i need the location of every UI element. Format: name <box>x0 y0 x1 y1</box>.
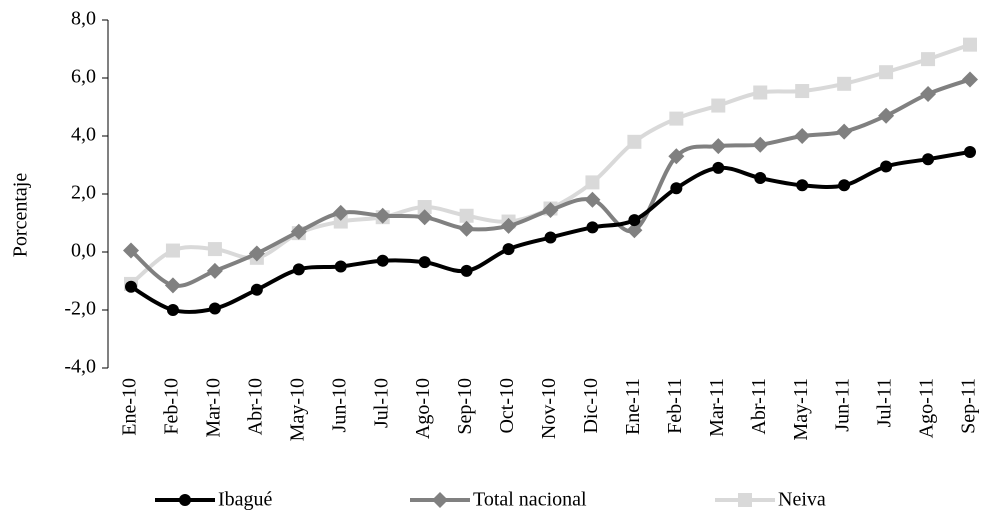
marker <box>922 153 935 166</box>
y-tick-label: 0,0 <box>71 240 96 262</box>
marker <box>794 128 811 144</box>
marker <box>334 260 347 273</box>
marker <box>796 179 809 192</box>
x-tick-label: Oct-10 <box>496 378 518 434</box>
x-tick-label: Ene-11 <box>622 378 644 435</box>
marker <box>125 280 137 293</box>
legend-marker <box>179 494 191 506</box>
y-tick-label: 4,0 <box>71 124 96 146</box>
marker <box>753 85 768 100</box>
marker <box>332 204 349 221</box>
x-tick-label: Jun-11 <box>832 378 854 432</box>
marker <box>418 256 431 269</box>
marker <box>374 207 391 224</box>
marker <box>459 208 474 223</box>
marker <box>250 283 263 296</box>
marker <box>879 65 894 80</box>
x-tick-label: Sep-11 <box>958 378 980 434</box>
marker <box>964 145 976 158</box>
legend-marker <box>432 492 448 508</box>
legend-label: Ibagué <box>218 489 273 511</box>
x-tick-label: Mar-10 <box>202 378 224 438</box>
marker <box>164 277 181 294</box>
marker <box>584 191 601 208</box>
marker <box>585 175 600 190</box>
x-tick-label: Nov-10 <box>538 378 560 439</box>
marker <box>668 148 685 165</box>
marker <box>669 111 684 126</box>
marker <box>206 262 223 279</box>
y-tick-label: 6,0 <box>71 66 96 88</box>
x-tick-label: Dic-10 <box>580 378 602 434</box>
marker <box>962 71 978 88</box>
marker <box>586 221 599 234</box>
marker <box>963 37 977 52</box>
marker <box>838 179 851 192</box>
marker <box>500 217 517 234</box>
marker <box>165 243 180 258</box>
x-tick-label: Ago-10 <box>412 378 434 439</box>
marker <box>542 201 559 218</box>
marker <box>837 76 852 91</box>
x-tick-label: Ago-11 <box>916 378 938 438</box>
legend-label: Total nacional <box>473 489 587 511</box>
x-tick-label: Abr-11 <box>748 378 770 435</box>
marker <box>878 107 895 124</box>
marker <box>670 182 683 195</box>
marker <box>921 52 936 67</box>
y-tick-label: -4,0 <box>64 356 96 378</box>
x-tick-label: May-11 <box>790 378 812 441</box>
marker <box>207 242 222 257</box>
x-tick-label: May-10 <box>286 378 308 441</box>
marker <box>458 220 475 237</box>
x-tick-label: Sep-10 <box>454 378 476 435</box>
marker <box>880 160 893 173</box>
x-tick-label: Jun-10 <box>328 378 350 432</box>
marker <box>166 304 179 316</box>
marker <box>417 200 432 215</box>
marker <box>290 223 307 240</box>
marker <box>626 222 643 239</box>
marker <box>795 84 810 99</box>
marker <box>752 136 769 153</box>
marker <box>123 242 139 259</box>
marker <box>920 85 937 102</box>
x-tick-label: Abr-10 <box>244 378 266 435</box>
marker <box>248 245 265 262</box>
y-tick-label: -2,0 <box>64 298 96 320</box>
marker <box>627 134 642 149</box>
marker <box>376 254 389 267</box>
marker <box>544 231 557 244</box>
marker <box>416 209 433 226</box>
marker <box>836 123 853 140</box>
y-tick-label: 8,0 <box>71 8 96 30</box>
legend-label: Neiva <box>778 489 826 511</box>
x-tick-label: Jul-11 <box>874 378 896 427</box>
y-axis-title: Porcentaje <box>10 173 32 258</box>
x-tick-label: Feb-10 <box>161 378 183 435</box>
marker <box>628 214 641 227</box>
y-tick-label: 2,0 <box>71 182 96 204</box>
x-tick-label: Feb-11 <box>664 378 686 434</box>
marker <box>502 243 515 256</box>
legend-marker <box>738 493 752 507</box>
x-tick-label: Mar-11 <box>706 378 728 437</box>
marker <box>292 263 305 276</box>
marker <box>754 172 767 185</box>
x-tick-label: Ene-10 <box>119 378 141 436</box>
marker <box>208 302 221 315</box>
marker <box>333 214 348 229</box>
x-tick-label: Jul-10 <box>370 378 392 428</box>
marker <box>711 98 726 113</box>
marker <box>460 264 473 277</box>
marker <box>712 161 725 174</box>
marker <box>710 138 727 155</box>
